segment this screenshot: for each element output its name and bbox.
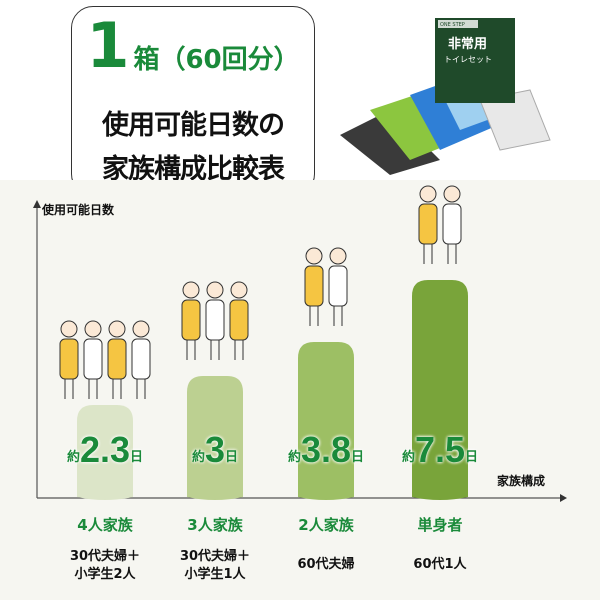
value-prefix: 約 [66, 450, 80, 465]
person-body-icon [205, 299, 225, 341]
category-label: 2人家族 [298, 516, 354, 534]
category-description: 60代1人 [413, 557, 467, 572]
person-body-icon [181, 299, 201, 341]
product-subname: トイレセット [444, 55, 492, 64]
title-box: 1 箱（60回分） 使用可能日数の 家族構成比較表 [71, 6, 315, 196]
title-number: 1 [86, 9, 130, 82]
person-body-icon [131, 338, 151, 380]
value-number: 2.3 [79, 429, 131, 470]
value-label: 約 7.5 日 [380, 432, 500, 468]
bar-4 [412, 280, 468, 500]
title-suffix: 箱（60回分） [133, 45, 300, 75]
value-label: 約 3.8 日 [266, 432, 386, 468]
title-line2: 使用可能日数の [102, 110, 285, 141]
y-axis-arrow [33, 200, 41, 208]
person-body-icon [59, 338, 79, 380]
x-axis-arrow [560, 494, 567, 502]
value-number: 7.5 [414, 429, 466, 470]
category-description: 30代夫婦＋ 小学生1人 [179, 549, 251, 582]
category-label: 3人家族 [187, 516, 243, 534]
y-axis-label: 使用可能日数 [42, 203, 115, 217]
person-head-icon [182, 281, 200, 299]
title-line3: 家族構成比較表 [102, 154, 285, 185]
value-suffix: 日 [351, 450, 365, 465]
bar-1 [77, 405, 133, 500]
bar-2 [187, 376, 243, 500]
value-label: 約 2.3 日 [45, 432, 165, 468]
value-number: 3 [204, 429, 226, 470]
person-body-icon [304, 265, 324, 307]
value-suffix: 日 [225, 450, 239, 465]
product-image: ONE STEP 非常用 トイレセット [340, 18, 551, 175]
person-head-icon [60, 320, 78, 338]
person-head-icon [132, 320, 150, 338]
person-head-icon [206, 281, 224, 299]
value-suffix: 日 [130, 450, 144, 465]
person-head-icon [108, 320, 126, 338]
person-body-icon [229, 299, 249, 341]
value-suffix: 日 [465, 450, 479, 465]
value-prefix: 約 [191, 450, 205, 465]
category-description: 60代夫婦 [297, 557, 355, 572]
category-label: 4人家族 [77, 516, 133, 534]
person-head-icon [84, 320, 102, 338]
category-description: 30代夫婦＋ 小学生2人 [69, 549, 141, 582]
x-axis-label: 家族構成 [497, 474, 546, 488]
value-prefix: 約 [287, 450, 301, 465]
product-brand: ONE STEP [440, 22, 465, 28]
person-head-icon [443, 185, 461, 203]
bar-3 [298, 342, 354, 500]
person-body-icon [442, 203, 462, 245]
person-head-icon [305, 247, 323, 265]
value-number: 3.8 [300, 429, 352, 470]
product-name: 非常用 [448, 36, 487, 52]
person-body-icon [418, 203, 438, 245]
person-body-icon [107, 338, 127, 380]
title-line1: 1 箱（60回分） [72, 15, 314, 77]
category-label: 単身者 [417, 516, 463, 534]
person-head-icon [329, 247, 347, 265]
person-body-icon [83, 338, 103, 380]
value-prefix: 約 [401, 450, 415, 465]
person-head-icon [230, 281, 248, 299]
person-body-icon [328, 265, 348, 307]
person-head-icon [419, 185, 437, 203]
